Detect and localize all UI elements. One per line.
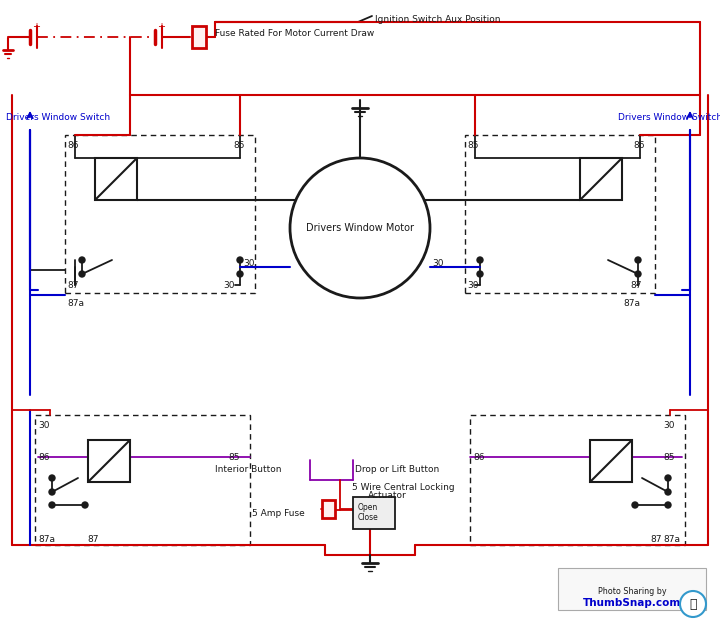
FancyBboxPatch shape [590, 440, 632, 482]
Text: 30: 30 [243, 258, 254, 268]
Circle shape [49, 475, 55, 481]
Circle shape [79, 257, 85, 263]
Text: 87a: 87a [623, 299, 640, 307]
Circle shape [237, 271, 243, 277]
Text: +: + [32, 22, 40, 32]
Text: 87: 87 [67, 280, 78, 290]
Text: Ignition Switch Aux Position: Ignition Switch Aux Position [375, 16, 500, 25]
Text: Photo Sharing by: Photo Sharing by [598, 588, 666, 597]
Text: 5 Wire Central Locking: 5 Wire Central Locking [352, 483, 454, 493]
Text: 86: 86 [38, 452, 50, 462]
Circle shape [680, 591, 706, 617]
FancyBboxPatch shape [192, 26, 206, 48]
Circle shape [632, 502, 638, 508]
Circle shape [665, 475, 671, 481]
Bar [65, 135, 255, 293]
Bar [470, 415, 685, 545]
Circle shape [635, 271, 641, 277]
Text: Actuator: Actuator [368, 491, 407, 500]
Circle shape [82, 502, 88, 508]
Bar [465, 135, 655, 293]
Text: 85: 85 [663, 452, 675, 462]
Circle shape [665, 502, 671, 508]
FancyBboxPatch shape [353, 497, 395, 529]
Text: 30: 30 [223, 280, 235, 290]
Text: 86: 86 [67, 140, 78, 149]
FancyBboxPatch shape [580, 158, 622, 200]
Circle shape [79, 271, 85, 277]
Text: 30: 30 [467, 280, 479, 290]
Text: Drivers Window Switch: Drivers Window Switch [618, 113, 720, 122]
Text: 86: 86 [633, 140, 644, 149]
FancyBboxPatch shape [558, 568, 706, 610]
Text: 86: 86 [473, 452, 485, 462]
Circle shape [237, 257, 243, 263]
Circle shape [290, 158, 430, 298]
Circle shape [49, 502, 55, 508]
Text: 87: 87 [87, 534, 99, 544]
Text: 87: 87 [650, 534, 662, 544]
Text: 87: 87 [630, 280, 642, 290]
Text: 30: 30 [663, 420, 675, 430]
FancyBboxPatch shape [322, 500, 335, 518]
Text: 87a: 87a [38, 534, 55, 544]
Text: Drivers Window Motor: Drivers Window Motor [306, 223, 414, 233]
Text: 30: 30 [38, 420, 50, 430]
Text: 30: 30 [432, 258, 444, 268]
Text: 85: 85 [233, 140, 245, 149]
Text: Open: Open [358, 503, 378, 512]
Text: Drop or Lift Button: Drop or Lift Button [355, 466, 439, 474]
Circle shape [665, 489, 671, 495]
Text: 87a: 87a [67, 299, 84, 307]
Text: +: + [157, 22, 165, 32]
Text: Close: Close [358, 513, 379, 522]
Circle shape [477, 271, 483, 277]
Text: 85: 85 [228, 452, 240, 462]
Circle shape [477, 257, 483, 263]
Circle shape [49, 489, 55, 495]
FancyBboxPatch shape [95, 158, 137, 200]
Text: Fuse Rated For Motor Current Draw: Fuse Rated For Motor Current Draw [215, 28, 374, 38]
Text: ThumbSnap.com: ThumbSnap.com [583, 598, 681, 608]
Text: 5 Amp Fuse: 5 Amp Fuse [252, 508, 305, 517]
Text: 87a: 87a [663, 534, 680, 544]
Text: 85: 85 [467, 140, 479, 149]
Text: Interior Button: Interior Button [215, 466, 282, 474]
Text: 🔍: 🔍 [689, 597, 697, 610]
Circle shape [635, 257, 641, 263]
FancyBboxPatch shape [88, 440, 130, 482]
Bar [35, 415, 250, 545]
Text: Drivers Window Switch: Drivers Window Switch [6, 113, 110, 122]
